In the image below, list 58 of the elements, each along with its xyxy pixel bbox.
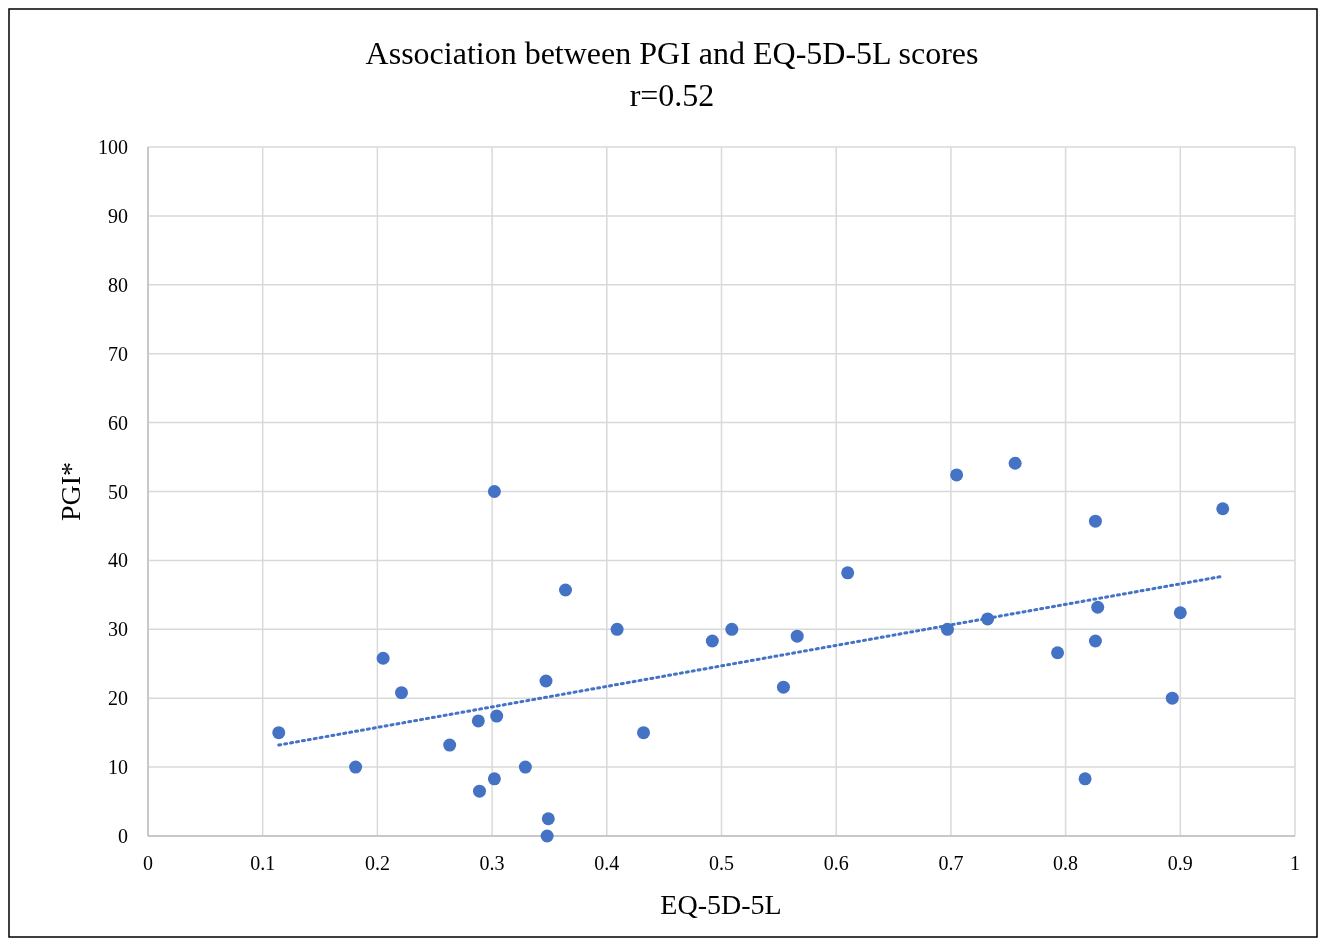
point [443, 738, 457, 752]
y-tick-label: 50 [108, 480, 128, 503]
point [559, 583, 573, 597]
y-tick-label: 40 [108, 549, 128, 572]
y-axis-title: PGI* [55, 461, 86, 522]
x-tick-label: 0.3 [479, 852, 505, 874]
point [1088, 514, 1102, 528]
chart-subtitle: r=0.52 [629, 77, 715, 113]
y-tick-label: 10 [108, 756, 128, 779]
y-tick-label: 30 [108, 618, 128, 641]
point [841, 566, 855, 580]
y-tick-label: 100 [98, 136, 128, 158]
point [1051, 646, 1065, 660]
point [1165, 691, 1179, 705]
point [725, 622, 739, 636]
point [1216, 502, 1230, 516]
y-tick-label: 20 [108, 687, 128, 710]
chart-title: Association between PGI and EQ-5D-5L scores [365, 35, 979, 71]
point [541, 812, 555, 826]
point [1008, 456, 1022, 470]
point [950, 468, 964, 482]
point [610, 622, 624, 636]
point [1091, 600, 1105, 614]
point [1173, 606, 1187, 620]
y-tick-label: 70 [108, 342, 128, 365]
point [705, 634, 719, 648]
point [487, 485, 501, 498]
x-tick-label: 0 [143, 852, 153, 874]
y-tick-label: 0 [118, 825, 128, 847]
y-tick-label: 80 [108, 273, 128, 296]
point [471, 714, 485, 728]
point [487, 772, 501, 786]
point [518, 760, 532, 774]
point [394, 686, 408, 700]
x-tick-label: 0.8 [1053, 852, 1079, 874]
x-tick-label: 0.4 [594, 852, 620, 874]
x-tick-label: 1 [1290, 852, 1300, 874]
point [1088, 634, 1102, 648]
point [776, 680, 790, 694]
x-tick-label: 0.5 [709, 852, 734, 874]
point [637, 726, 650, 740]
point [349, 760, 363, 774]
x-tick-label: 0.7 [938, 852, 964, 874]
y-tick-label: 90 [108, 204, 128, 227]
x-tick-label: 0.1 [250, 852, 276, 874]
point [490, 709, 504, 723]
point [376, 651, 390, 665]
x-tick-label: 0.9 [1167, 852, 1193, 874]
point [272, 726, 286, 740]
x-tick-label: 0.6 [823, 852, 849, 874]
point [539, 674, 553, 688]
point [1078, 772, 1092, 786]
point [472, 784, 486, 798]
x-tick-label: 0.2 [364, 852, 390, 874]
point [540, 829, 554, 843]
y-tick-label: 60 [108, 411, 128, 434]
point [790, 629, 804, 643]
x-axis-title: EQ-5D-5L [660, 889, 782, 920]
